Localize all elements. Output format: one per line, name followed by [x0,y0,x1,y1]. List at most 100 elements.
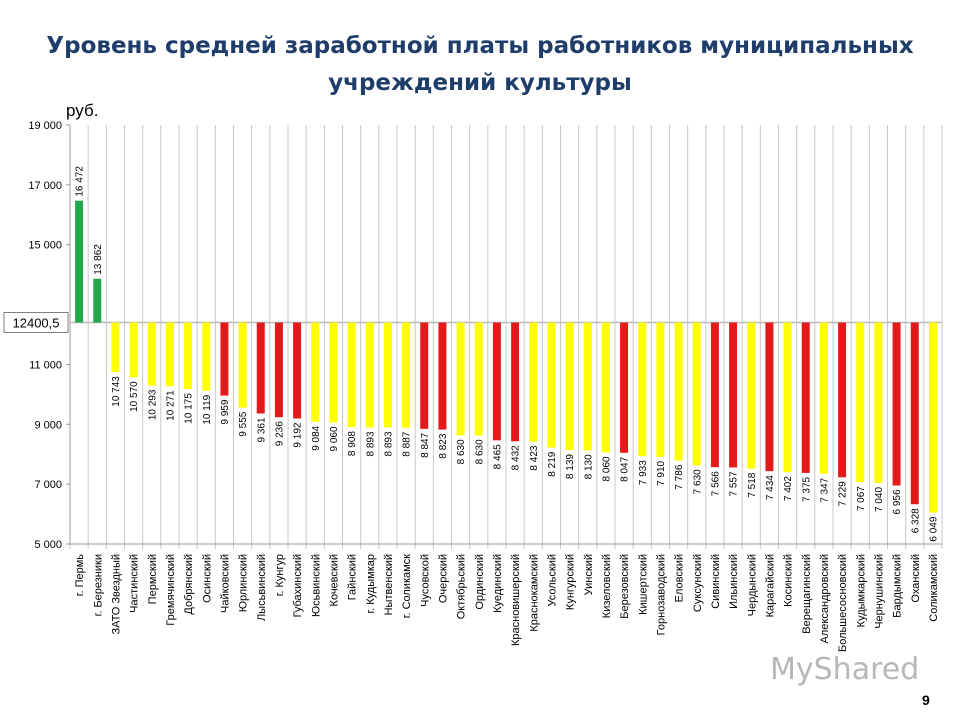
bar [892,322,901,486]
category-label: Юсьвинский [310,554,322,617]
bar [202,322,211,391]
chart-title-line-1: Уровень средней заработной платы работни… [46,33,914,59]
category-label: г. Кунгур [274,554,286,596]
category-label: г. Березники [92,554,104,616]
bar [256,322,265,414]
value-label: 10 271 [165,390,176,421]
value-label: 9 060 [329,426,340,451]
category-label: Кочевский [328,554,340,606]
category-label: Красновишерский [510,554,522,646]
bar [710,322,719,468]
value-label: 9 555 [238,411,249,436]
category-label: Кишертский [637,554,649,615]
bar [801,322,810,473]
category-label: Куединский [492,554,504,613]
category-label: ЗАТО Звездный [110,554,122,635]
bar [729,322,738,468]
category-label: Ординский [474,554,486,610]
bar [492,322,501,441]
bar [438,322,447,430]
category-label: Соликамский [928,554,940,622]
value-label: 6 956 [892,489,903,514]
value-label: 7 040 [874,487,885,512]
y-tick-label: 19 000 [28,120,62,132]
value-label: 8 060 [601,456,612,481]
value-label: 7 347 [819,477,830,502]
category-label: Юрлинский [238,554,250,612]
bar [511,322,520,442]
value-label: 6 049 [928,516,939,541]
category-label: Лысьвинский [256,554,268,621]
category-label: Очерский [437,554,449,603]
value-label: 7 557 [729,471,740,496]
category-label: Ильинский [728,554,740,609]
value-label: 7 630 [692,469,703,494]
value-label: 9 084 [311,425,322,450]
category-label: Пермский [147,554,159,604]
bar [747,322,756,469]
bar [529,322,538,442]
page-number: 9 [922,692,930,708]
category-label: Усольский [546,554,558,607]
value-label: 10 743 [111,376,122,407]
bar [856,322,865,483]
bar [383,322,392,428]
bar [311,322,320,422]
bar [129,322,138,378]
value-label: 13 862 [93,244,104,275]
value-label: 8 047 [620,456,631,481]
category-label: Горнозаводский [655,554,667,635]
category-label: Чердынский [746,554,758,616]
category-label: г. Соликамск [401,554,413,618]
bar [638,322,647,457]
value-label: 9 361 [256,417,267,442]
value-label: 7 933 [638,460,649,485]
value-label: 8 630 [456,439,467,464]
bar [347,322,356,428]
bar [620,322,629,453]
bar [274,322,283,418]
value-label: 8 893 [365,431,376,456]
category-label: Нытвенский [383,554,395,615]
bar [819,322,828,474]
category-label: Уинский [583,554,595,595]
y-tick-label: 17 000 [28,180,62,192]
category-label: Добрянский [183,554,195,615]
category-label: Александровский [819,554,831,643]
value-label: 10 293 [147,389,158,420]
value-label: 8 130 [583,454,594,479]
bar [474,322,483,436]
y-tick-label: 15 000 [28,240,62,252]
category-label: Суксунский [692,554,704,612]
category-label: Октябрьский [456,554,468,619]
bar [293,322,302,419]
value-label: 8 630 [474,439,485,464]
value-label: 7 786 [674,464,685,489]
category-label: Кудымкарский [855,554,867,627]
value-label: 7 910 [656,460,667,485]
y-tick-label: 9 000 [34,419,62,431]
value-label: 7 402 [783,476,794,501]
bar [402,322,411,428]
value-label: 10 175 [184,393,195,424]
category-label: Верещагинский [801,554,813,634]
value-label: 10 570 [129,381,140,412]
y-tick-label: 11 000 [29,359,62,371]
bar [111,322,120,373]
bar [75,200,84,323]
value-label: 8 908 [347,431,358,456]
bar [601,322,610,453]
value-label: 8 847 [420,432,431,457]
category-label: Карагайский [764,554,776,617]
category-label: Кунгурский [565,554,577,610]
category-label: Гремячинский [165,554,177,626]
bar [765,322,774,472]
bar [656,322,665,457]
bar [365,322,374,428]
value-label: 7 434 [765,475,776,500]
y-tick-label: 7 000 [34,479,62,491]
bar [692,322,701,466]
value-label: 9 959 [220,399,231,424]
bar [147,322,156,386]
bar [184,322,193,390]
